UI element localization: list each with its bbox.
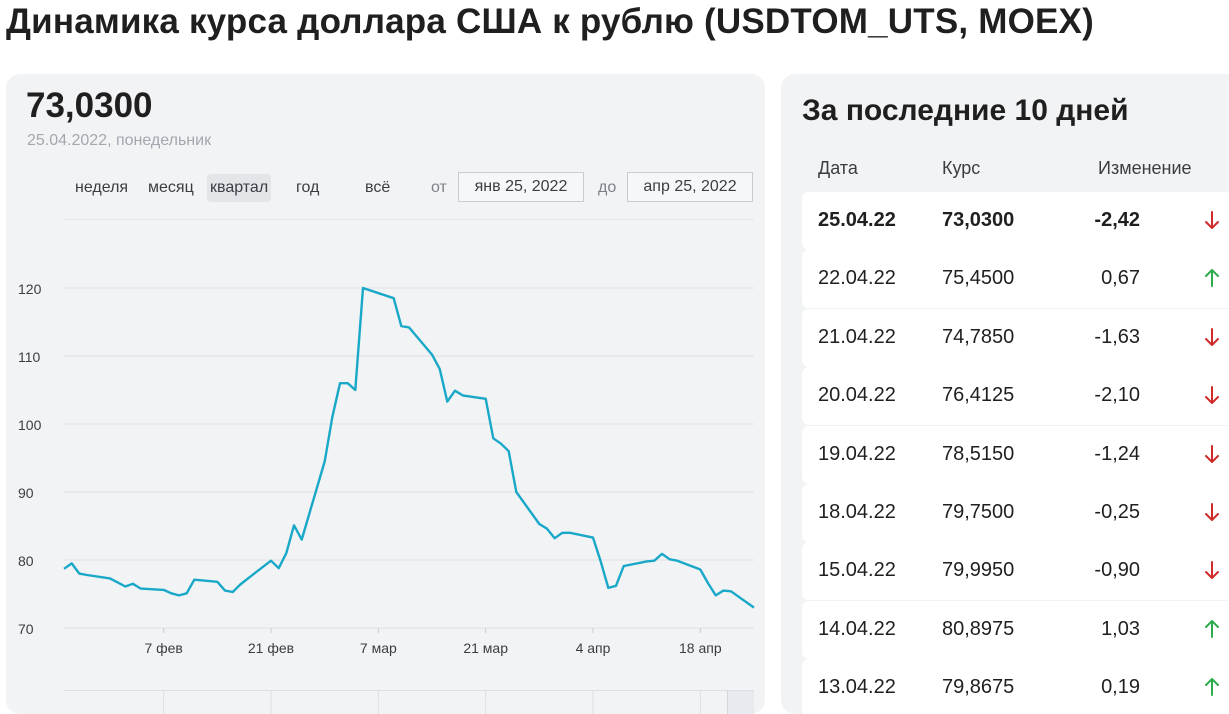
x-tick-label: 7 мар [360,640,397,656]
y-tick-label: 80 [18,553,34,569]
page-title: Динамика курса доллара США к рублю (USDT… [6,2,1094,41]
x-tick-label: 21 фев [248,640,294,656]
row-rate: 79,9950 [942,559,1015,582]
y-tick-label: 100 [18,417,42,433]
period-month-button[interactable]: месяц [148,179,194,196]
arrow-up-icon [1205,678,1219,697]
row-date: 25.04.22 [818,209,896,231]
row-change: -0,90 [1094,559,1140,582]
row-change: -0,25 [1094,500,1140,523]
row-rate: 74,7850 [942,325,1015,348]
table-row: 13.04.22 79,8675 0,19 [802,659,1229,714]
row-date: 21.04.22 [818,325,896,348]
row-change: 0,19 [1101,676,1140,699]
arrow-down-icon [1205,561,1219,580]
row-date: 14.04.22 [818,617,896,640]
row-rate: 75,4500 [942,267,1015,290]
table-header: Дата Курс Изменение [802,158,1229,182]
row-rate: 76,4125 [942,384,1015,407]
x-tick-label: 18 апр [679,640,722,656]
x-tick-label: 21 мар [463,640,508,656]
arrow-down-icon [1205,327,1219,346]
chart-divider [64,219,754,220]
navigator-handle[interactable] [727,691,754,714]
row-change: -2,42 [1094,209,1140,231]
table-row: 18.04.22 79,7500 -0,25 [802,483,1229,542]
chart-navigator[interactable] [64,690,754,714]
current-rate-value: 73,0300 [26,86,153,125]
period-week-button[interactable]: неделя [75,179,129,196]
period-year-button[interactable]: год [296,179,320,196]
y-tick-label: 110 [18,349,41,365]
row-date: 19.04.22 [818,442,896,465]
row-rate: 79,7500 [942,500,1015,523]
column-header-change: Изменение [1098,158,1192,178]
period-all-button[interactable]: всё [365,179,391,196]
last-10-days-card: За последние 10 дней Дата Курс Изменение… [781,74,1229,714]
series-line [63,286,755,609]
column-header-rate: Курс [942,158,981,178]
y-tick-label: 120 [18,281,42,297]
row-date: 20.04.22 [818,384,896,407]
row-rate: 73,0300 [942,209,1015,231]
row-date: 13.04.22 [818,676,896,699]
row-date: 18.04.22 [818,500,896,523]
y-tick-label: 70 [18,621,34,637]
column-header-date: Дата [818,158,858,178]
row-date: 15.04.22 [818,559,896,582]
table-row: 25.04.22 73,0300 -2,42 [802,192,1229,250]
rate-line-chart: 70 80 90 100 110 120 7 фев 21 фев 7 мар 21 мар 4 а… [18,281,755,714]
table-row: 19.04.22 78,5150 -1,24 [802,425,1229,484]
arrow-down-icon [1205,444,1219,463]
row-change: 0,67 [1101,267,1140,290]
row-date: 22.04.22 [818,267,896,290]
row-change: -1,24 [1094,442,1140,465]
range-to-label: до [598,179,617,196]
row-rate: 79,8675 [942,676,1015,699]
range-from-label: от [431,179,447,196]
table-row: 15.04.22 79,9950 -0,90 [802,542,1229,601]
row-change: 1,03 [1101,617,1140,640]
date-from-input[interactable]: янв 25, 2022 [458,172,584,202]
period-selector: неделя месяц квартал год всё от янв 25, … [6,172,765,204]
arrow-down-icon [1205,386,1219,405]
arrow-down-icon [1205,502,1219,521]
arrow-up-icon [1205,619,1219,638]
x-tick-label: 7 фев [144,640,182,656]
table-title: За последние 10 дней [802,94,1129,127]
arrow-up-icon [1205,269,1219,288]
row-rate: 80,8975 [942,617,1015,640]
rates-table: 25.04.22 73,0300 -2,42 22.04.22 75,4500 0,67 2… [802,192,1229,714]
date-to-input[interactable]: апр 25, 2022 [627,172,753,202]
arrow-down-icon [1205,211,1219,229]
table-row: 14.04.22 80,8975 1,03 [802,600,1229,659]
y-tick-label: 90 [18,485,34,501]
row-change: -1,63 [1094,325,1140,348]
table-row: 20.04.22 76,4125 -2,10 [802,367,1229,426]
row-rate: 78,5150 [942,442,1015,465]
current-rate-date: 25.04.2022, понедельник [27,132,212,149]
table-row: 21.04.22 74,7850 -1,63 [802,308,1229,367]
table-row: 22.04.22 75,4500 0,67 [802,250,1229,309]
period-quarter-button[interactable]: квартал [207,174,272,202]
chart-card: 73,0300 25.04.2022, понедельник неделя м… [6,74,765,714]
row-change: -2,10 [1094,384,1140,407]
x-tick-label: 4 апр [576,640,611,656]
